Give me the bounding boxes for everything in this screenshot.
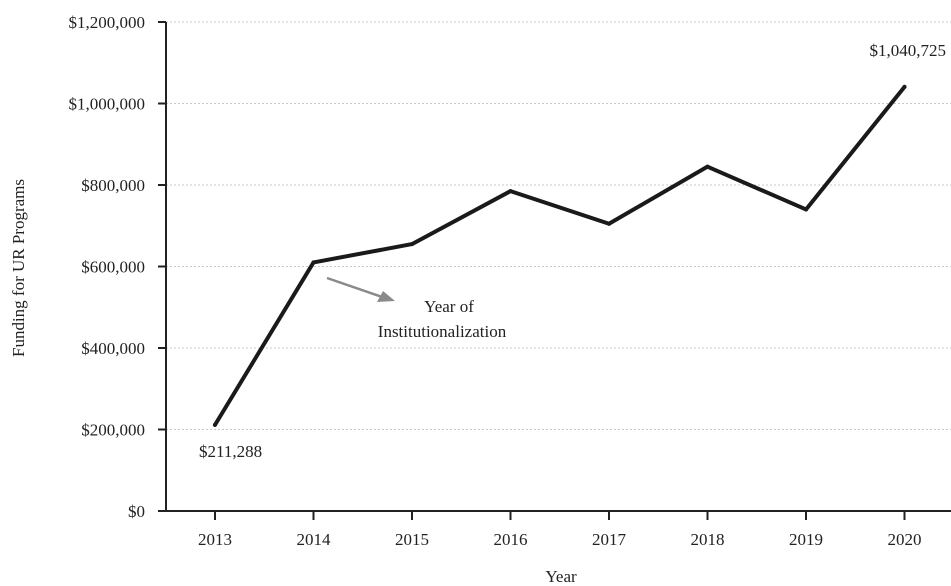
x-tick-label: 2019: [789, 530, 823, 549]
data-point: [902, 84, 907, 89]
y-tick-label: $1,000,000: [69, 95, 146, 114]
data-point: [607, 221, 611, 226]
x-tick-label: 2014: [297, 530, 332, 549]
annotation-arrow-shaft: [326, 276, 383, 299]
data-point: [508, 189, 513, 194]
y-axis-title: Funding for UR Programs: [9, 179, 28, 357]
data-point: [213, 422, 217, 427]
data-point: [410, 242, 414, 247]
x-tick-label: 2018: [691, 530, 725, 549]
end-value-label: $1,040,725: [870, 41, 947, 60]
y-tick-label: $1,200,000: [69, 13, 146, 32]
annotation-arrow-head: [377, 291, 395, 302]
annotation-text-line1: Year of: [424, 297, 474, 316]
x-tick-label: 2017: [592, 530, 627, 549]
y-tick-label: $800,000: [81, 176, 145, 195]
x-axis-title: Year: [545, 567, 577, 586]
x-tick-label: 2016: [494, 530, 528, 549]
institutionalization-annotation: Year of Institutionalization: [326, 276, 507, 341]
start-value-label: $211,288: [199, 442, 262, 461]
annotation-text-line2: Institutionalization: [378, 322, 507, 341]
data-point: [804, 207, 808, 212]
y-tick-label: $200,000: [81, 421, 145, 440]
x-axis-ticks: 2013 2014 2015 2016 2017 2018 2019 2020: [198, 511, 922, 549]
y-tick-label: $600,000: [81, 258, 145, 277]
y-axis-ticks: $0 $200,000 $400,000 $600,000 $800,000 $1,000…: [69, 13, 166, 521]
series-line: [213, 84, 907, 427]
x-tick-label: 2020: [888, 530, 922, 549]
grid-lines: [166, 21, 951, 430]
y-tick-label: $0: [128, 502, 145, 521]
x-tick-label: 2013: [198, 530, 232, 549]
y-tick-label: $400,000: [81, 339, 145, 358]
data-point: [705, 164, 710, 169]
data-point: [311, 260, 316, 265]
x-tick-label: 2015: [395, 530, 429, 549]
series: [213, 84, 907, 427]
